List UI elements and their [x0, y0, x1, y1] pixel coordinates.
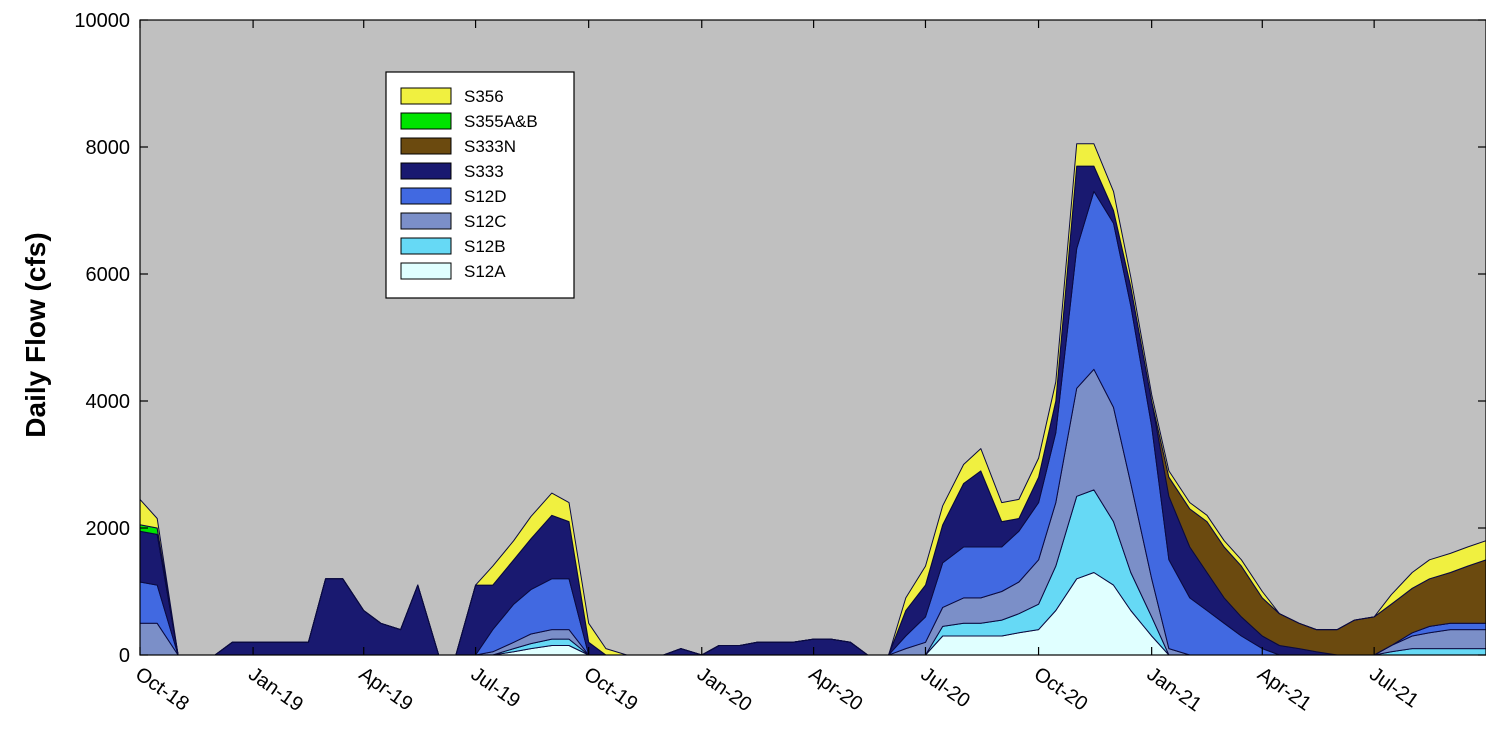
- y-tick-label: 10000: [74, 10, 130, 32]
- x-tick-label: Apr-20: [805, 663, 867, 715]
- y-tick-label: 4000: [86, 391, 131, 413]
- series-area-s356: [139, 143, 1486, 656]
- y-axis-title: Daily Flow (cfs): [20, 232, 51, 437]
- x-tick-label: Oct-20: [1030, 663, 1092, 715]
- legend-label: S333N: [464, 137, 516, 156]
- legend-label: S12C: [464, 212, 507, 231]
- legend-label: S12B: [464, 237, 506, 256]
- legend-label: S333: [464, 162, 504, 181]
- legend-swatch: [400, 212, 452, 230]
- legend-swatch: [400, 187, 452, 205]
- legend-label: S12D: [464, 187, 507, 206]
- x-tick-label: Apr-19: [355, 663, 417, 715]
- x-tick-label: Apr-21: [1253, 663, 1315, 715]
- x-tick-label: Jul-20: [917, 663, 974, 712]
- legend-swatch: [400, 262, 452, 280]
- legend-label: S356: [464, 87, 504, 106]
- y-tick-label: 6000: [86, 264, 131, 286]
- legend-swatch: [400, 162, 452, 180]
- legend-swatch: [400, 112, 452, 130]
- x-tick-label: Jul-21: [1365, 663, 1422, 712]
- plot-area: [140, 20, 1486, 655]
- legend-box: [385, 71, 575, 299]
- x-tick-label: Oct-19: [580, 663, 642, 715]
- legend-swatch: [400, 87, 452, 105]
- x-tick-label: Jan-20: [693, 663, 756, 716]
- y-axis: 0 2000 4000 6000 8000 10000: [74, 10, 1486, 667]
- y-tick-label: 8000: [86, 137, 131, 159]
- y-tick-label: 2000: [86, 518, 131, 540]
- legend: S356 S355A&B S333N S333 S12D S12C S12B S12A: [385, 71, 575, 299]
- legend-swatch: [400, 237, 452, 255]
- y-tick-label: 0: [119, 645, 130, 667]
- x-tick-label: Jan-21: [1143, 663, 1206, 716]
- legend-label: S12A: [464, 262, 506, 281]
- x-tick-label: Oct-18: [131, 663, 193, 715]
- legend-swatch: [400, 137, 452, 155]
- legend-label: S355A&B: [464, 112, 538, 131]
- plot-frame: [139, 19, 1486, 656]
- x-tick-label: Jan-19: [244, 663, 307, 716]
- x-tick-label: Jul-19: [467, 663, 524, 712]
